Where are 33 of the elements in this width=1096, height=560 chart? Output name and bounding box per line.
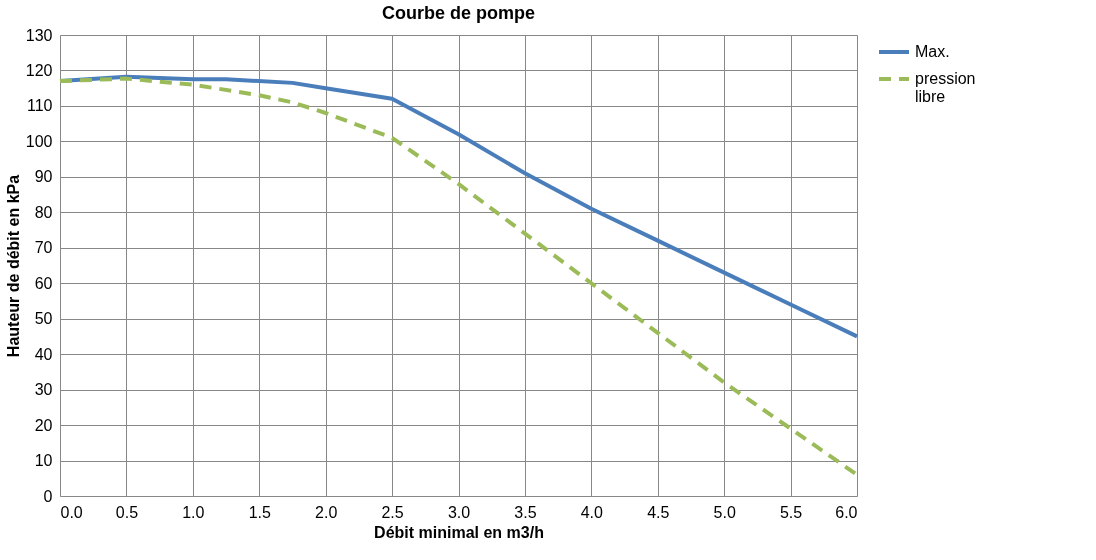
x-tick-label: 1.5 <box>248 503 271 521</box>
x-tick-label: 2.0 <box>315 503 338 521</box>
x-tick-label: 4.5 <box>647 503 670 521</box>
x-tick-label: 5.0 <box>713 503 736 521</box>
x-tick-label: 3.5 <box>514 503 537 521</box>
x-tick-label: 5.5 <box>779 503 803 521</box>
x-axis-title: Débit minimal en m3/h <box>374 523 544 541</box>
y-tick-label: 110 <box>26 97 53 115</box>
legend-label: pression libre <box>915 70 976 105</box>
y-tick-label: 90 <box>34 168 53 186</box>
x-tick-label: 4.0 <box>580 503 604 521</box>
x-tick-label: 6.0 <box>835 503 858 521</box>
y-tick-label: 10 <box>34 452 53 470</box>
y-tick-label: 70 <box>34 239 53 257</box>
y-tick-label: 40 <box>34 345 53 363</box>
y-tick-label: 20 <box>34 416 53 434</box>
chart-title: Courbe de pompe <box>381 3 536 23</box>
x-tick-label: 3.0 <box>447 503 471 521</box>
y-tick-label: 100 <box>25 132 53 150</box>
y-tick-label: 60 <box>34 274 53 292</box>
y-tick-label: 120 <box>25 61 53 79</box>
x-tick-label: 2.5 <box>381 503 404 521</box>
y-tick-label: 30 <box>34 381 53 399</box>
y-tick-label: 130 <box>25 26 53 44</box>
line-series <box>58 76 859 477</box>
x-tick-label: 0.0 <box>60 503 83 521</box>
x-tick-label: 1.0 <box>182 503 205 521</box>
legend-label: Max. <box>915 43 950 60</box>
y-tick-label: 50 <box>34 310 53 328</box>
y-axis-title: Hauteur de débit en kPa <box>4 174 22 358</box>
x-tick-label: 0.5 <box>115 503 139 521</box>
y-tick-label: 0 <box>43 487 53 505</box>
y-tick-label: 80 <box>34 203 53 221</box>
